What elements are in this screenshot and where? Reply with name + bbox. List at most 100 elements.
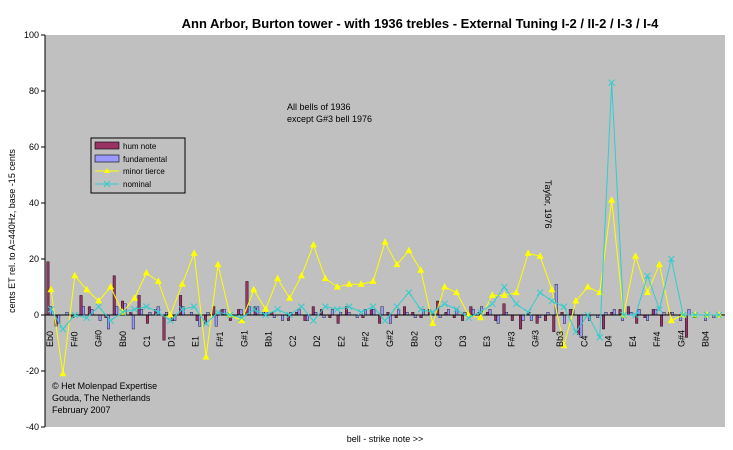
point-nominal	[202, 320, 210, 327]
bar-hum-note	[602, 314, 605, 330]
point-minor-tierce	[166, 311, 174, 318]
annotation-taylor: Taylor, 1976	[543, 180, 553, 229]
point-minor-tierce	[178, 280, 186, 287]
x-tick-label: C3	[434, 335, 444, 347]
point-nominal	[596, 334, 604, 341]
point-nominal	[453, 306, 460, 313]
point-minor-tierce	[548, 285, 556, 293]
point-nominal	[489, 300, 496, 308]
bar-fundamental	[330, 309, 334, 316]
x-tick-label: D1	[166, 335, 176, 347]
point-nominal	[321, 303, 329, 310]
bar-hum-note	[519, 314, 523, 330]
bar-hum-note	[137, 295, 141, 316]
point-minor-tierce	[608, 196, 616, 203]
point-minor-tierce	[488, 291, 496, 298]
bar-fundamental	[646, 314, 649, 321]
point-minor-tierce	[309, 241, 317, 248]
bar-hum-note	[535, 314, 539, 324]
plot-area	[45, 35, 725, 427]
annotation-note-line-1: All bells of 1936	[287, 102, 351, 112]
bar-hum-note	[660, 314, 664, 327]
bar-fundamental	[239, 309, 243, 316]
bar-hum-note	[220, 309, 224, 316]
point-minor-tierce	[715, 311, 723, 318]
bar-hum-note	[544, 314, 547, 321]
bar-hum-note	[303, 314, 307, 321]
x-tick-label: C4	[579, 335, 589, 347]
y-tick-label: 40	[29, 198, 39, 208]
bar-hum-note	[626, 306, 630, 316]
bar-fundamental	[198, 314, 202, 327]
point-nominal	[512, 300, 520, 308]
bar-fundamental	[488, 309, 492, 316]
point-nominal	[143, 303, 150, 310]
point-minor-tierce	[429, 319, 437, 326]
point-nominal	[548, 297, 556, 305]
x-tick-label: G#1	[239, 330, 249, 347]
y-axis-label: cents ET rel. to A=440Hz, base -15 cents	[7, 149, 17, 313]
bar-fundamental	[687, 309, 691, 316]
point-minor-tierce	[441, 283, 449, 290]
x-tick-label: E1	[191, 336, 201, 347]
point-nominal	[417, 306, 425, 313]
x-tick-label: G#0	[94, 330, 104, 347]
x-tick-label: C2	[288, 335, 298, 347]
point-nominal	[572, 328, 580, 336]
point-minor-tierce	[142, 269, 150, 276]
point-nominal	[560, 303, 568, 310]
point-nominal	[632, 311, 639, 319]
point-minor-tierce	[584, 283, 592, 290]
point-minor-tierce	[154, 277, 162, 284]
point-nominal	[536, 289, 544, 296]
x-tick-label: D3	[458, 335, 468, 347]
bar-hum-note	[369, 309, 373, 316]
bar-fundamental	[372, 309, 376, 316]
bar-fundamental	[388, 314, 392, 324]
point-nominal	[656, 306, 663, 313]
point-minor-tierce	[47, 285, 55, 293]
point-nominal	[107, 317, 114, 324]
point-nominal	[620, 311, 627, 319]
point-minor-tierce	[643, 288, 651, 296]
bar-fundamental	[247, 306, 251, 316]
bar-hum-note	[162, 314, 166, 341]
y-tick-label: 80	[29, 86, 39, 96]
point-nominal	[465, 314, 472, 322]
y-tick-label: -40	[26, 422, 39, 432]
y-tick-label: -20	[26, 366, 39, 376]
bar-fundamental	[529, 314, 533, 321]
bar-hum-note	[403, 306, 406, 316]
point-nominal	[274, 306, 281, 313]
copyright-line-2: Gouda, The Netherlands	[52, 393, 151, 403]
legend-label-nominal: nominal	[123, 180, 151, 189]
bar-fundamental	[140, 309, 144, 316]
x-tick-label: D2	[312, 335, 322, 347]
point-nominal	[333, 306, 341, 313]
x-tick-label: G#3	[531, 330, 541, 347]
bar-fundamental	[471, 309, 475, 316]
point-nominal	[441, 300, 449, 308]
bar-fundamental	[281, 314, 285, 321]
bar-hum-note	[311, 306, 315, 316]
bar-hum-note	[577, 314, 581, 335]
point-minor-tierce	[107, 283, 115, 290]
y-tick-label: 0	[34, 310, 39, 320]
x-tick-label: E3	[482, 336, 492, 347]
point-nominal	[119, 308, 126, 316]
point-minor-tierce	[83, 285, 91, 293]
x-axis-label: bell - strike note >>	[347, 434, 424, 444]
bar-hum-note	[568, 309, 572, 316]
point-nominal	[214, 308, 222, 316]
point-nominal	[286, 311, 293, 319]
y-tick-label: 20	[29, 254, 39, 264]
point-nominal	[238, 314, 246, 322]
legend-label-minor-tierce: minor tierce	[123, 167, 165, 176]
point-minor-tierce	[130, 294, 138, 301]
legend-label-fundamental: fundamental	[123, 155, 167, 164]
point-minor-tierce	[632, 252, 640, 259]
point-minor-tierce	[417, 266, 425, 273]
bar-hum-note	[79, 295, 83, 316]
point-nominal	[715, 311, 723, 319]
